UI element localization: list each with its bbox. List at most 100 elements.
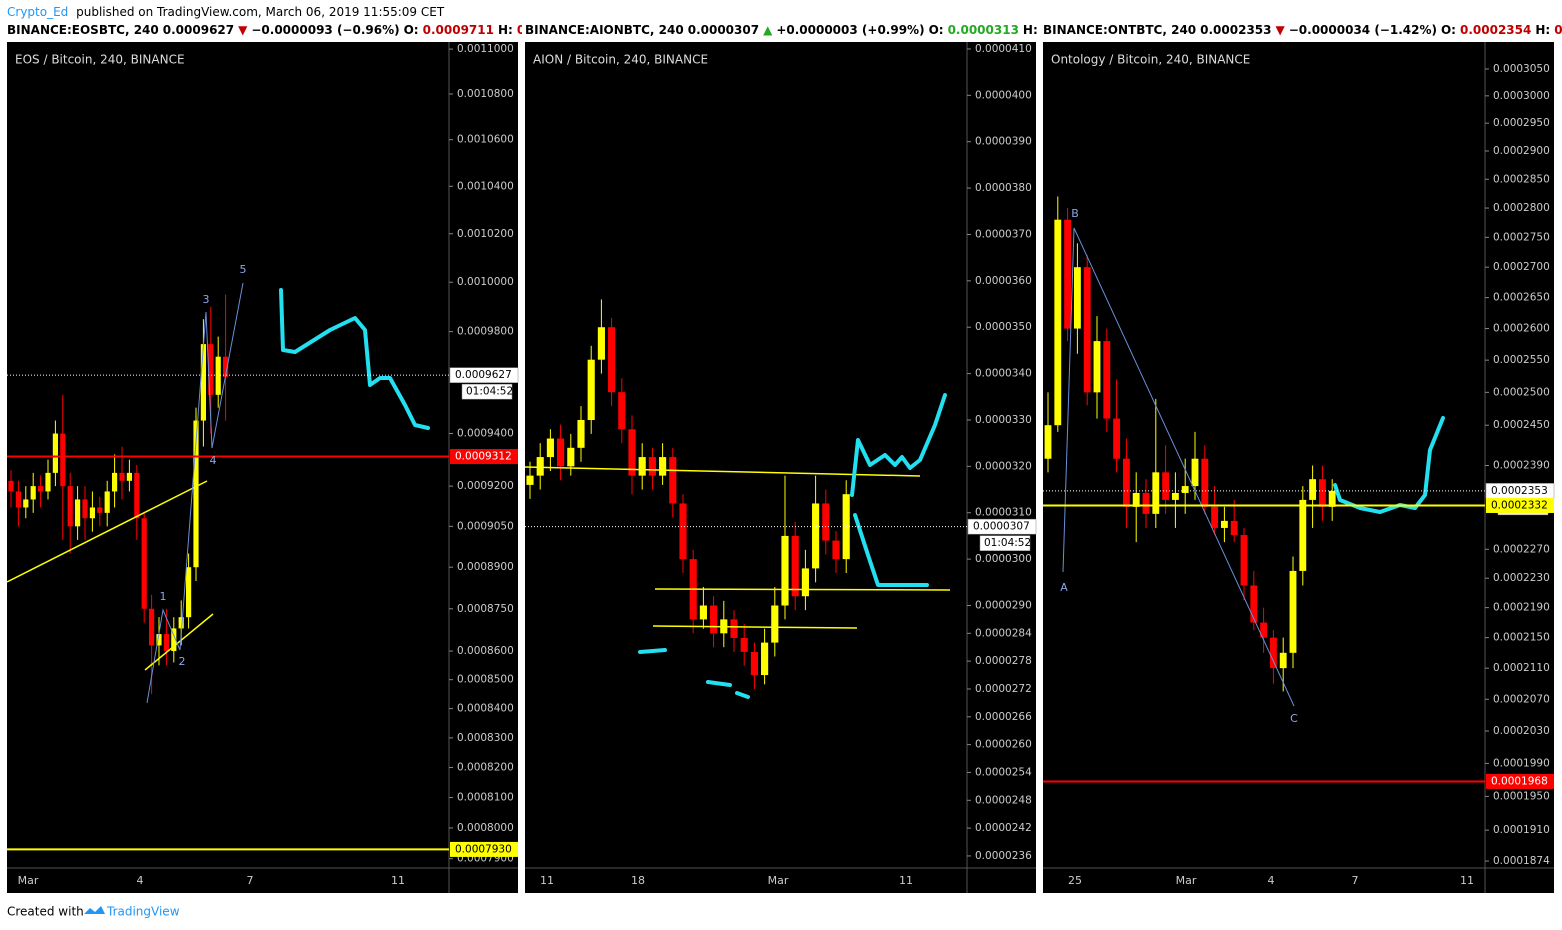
symbol-field: 0.0002354 xyxy=(1460,23,1531,37)
y-tick-label: 0.0000254 xyxy=(975,766,1032,778)
panel-title: EOS / Bitcoin, 240, BINANCE xyxy=(15,53,185,67)
panel-title: Ontology / Bitcoin, 240, BINANCE xyxy=(1051,53,1250,67)
symbol-field: O: xyxy=(929,23,944,37)
symbol-field: ▼ xyxy=(1276,23,1286,37)
candle-body xyxy=(1328,490,1336,507)
candle-body xyxy=(1044,425,1052,459)
symbol-line: BINANCE:EOSBTC, 240 0.0009627 ▼ −0.0000093 … xyxy=(7,23,618,37)
wave-label: C xyxy=(1290,712,1298,725)
candle-body xyxy=(171,628,177,652)
wave-label: B xyxy=(1071,207,1079,220)
y-tick-label: 0.0001910 xyxy=(1493,824,1550,836)
candle-body xyxy=(679,503,687,560)
price-tag xyxy=(1486,773,1554,789)
y-tick-label: 0.0000236 xyxy=(975,850,1032,862)
candle-body xyxy=(67,486,73,527)
x-tick-label: 11 xyxy=(540,874,554,887)
publish-line: Crypto_Ed published on TradingView.com, … xyxy=(7,5,445,19)
candle-body xyxy=(112,472,118,492)
x-tick-label: 18 xyxy=(631,874,645,887)
candle-body xyxy=(1201,458,1209,507)
y-tick-label: 0.0008100 xyxy=(457,792,514,804)
symbol-line: BINANCE:AIONBTC, 240 0.0000307 ▲ +0.0000003… xyxy=(525,23,1138,37)
x-tick-label: 25 xyxy=(1068,874,1082,887)
wave-label: A xyxy=(1060,581,1068,594)
plot-area xyxy=(525,299,967,699)
candle-body xyxy=(710,605,718,634)
y-tick-label: 0.0002750 xyxy=(1493,231,1550,243)
candle-body xyxy=(638,457,646,476)
y-tick-label: 0.0000410 xyxy=(975,43,1032,55)
candle-body xyxy=(1269,637,1277,669)
y-tick-label: 0.0002150 xyxy=(1493,632,1550,644)
y-tick-label: 0.0002030 xyxy=(1493,725,1550,737)
candle-body xyxy=(587,359,595,420)
price-tag xyxy=(450,449,518,465)
y-tick-label: 0.0000242 xyxy=(975,822,1032,834)
y-tick-label: 0.0008200 xyxy=(457,762,514,774)
y-tick-label: 0.0008000 xyxy=(457,822,514,834)
candle-body xyxy=(141,518,147,609)
candle-body xyxy=(223,356,229,377)
wave-path xyxy=(1062,227,1295,707)
symbol-field: O: xyxy=(404,23,419,37)
x-tick-label: 7 xyxy=(1352,874,1359,887)
plot-area xyxy=(7,282,449,851)
candle-body xyxy=(577,419,585,448)
candle-body xyxy=(557,438,565,467)
candle-body xyxy=(1260,622,1268,638)
drawing xyxy=(853,513,929,587)
y-tick-label: 0.0000310 xyxy=(975,507,1032,519)
symbol-field: H: xyxy=(1023,23,1038,37)
y-tick-label: 0.0000390 xyxy=(975,136,1032,148)
y-tick-label: 0.0002110 xyxy=(1493,662,1550,674)
candle-body xyxy=(163,634,169,652)
candle-body xyxy=(1083,267,1091,393)
x-tick-label: Mar xyxy=(18,874,39,887)
y-tick-label: 0.0000400 xyxy=(975,89,1032,101)
y-tick-label: 0.0002070 xyxy=(1493,693,1550,705)
candle-body xyxy=(45,472,51,492)
candle-body xyxy=(1181,486,1189,493)
price-tag-label: 0.0002332 xyxy=(1491,499,1548,511)
drawing xyxy=(279,288,430,430)
candle-body xyxy=(1162,472,1170,500)
x-tick-label: 11 xyxy=(1460,874,1474,887)
symbol-field: BINANCE:ONTBTC, 240 xyxy=(1043,23,1196,37)
candle-body xyxy=(208,344,214,395)
candle-body xyxy=(1289,570,1297,653)
candle-body xyxy=(1132,492,1140,507)
logo xyxy=(84,906,105,914)
y-tick-label: 0.0002270 xyxy=(1493,543,1550,555)
candle-body xyxy=(1122,458,1130,507)
y-tick-label: 0.0000340 xyxy=(975,368,1032,380)
y-tick-label: 0.0010200 xyxy=(457,228,514,240)
candle-body xyxy=(1230,520,1238,536)
author-link[interactable]: Crypto_Ed xyxy=(7,5,68,19)
candle-body xyxy=(618,392,626,430)
y-tick-label: 0.0000350 xyxy=(975,321,1032,333)
y-tick-label: 0.0010600 xyxy=(457,134,514,146)
candle-body xyxy=(1299,499,1307,571)
y-tick-label: 0.0000278 xyxy=(975,655,1032,667)
candle-body xyxy=(1103,341,1111,419)
candle-body xyxy=(156,634,162,646)
x-tick-label: Mar xyxy=(768,874,789,887)
y-tick-label: 0.0000320 xyxy=(975,460,1032,472)
y-tick-label: 0.0002550 xyxy=(1493,354,1550,366)
symbol-field: 0.0000307 xyxy=(688,23,759,37)
price-tag-label: 0.0001968 xyxy=(1491,775,1548,787)
y-tick-label: 0.0000260 xyxy=(975,739,1032,751)
symbol-field: ▲ xyxy=(763,23,773,37)
candle-body xyxy=(812,503,820,569)
candle-body xyxy=(1171,492,1179,500)
candle-body xyxy=(126,472,132,481)
countdown-box xyxy=(461,383,513,400)
y-tick-label: 0.0002900 xyxy=(1493,145,1550,157)
y-tick-label: 0.0001950 xyxy=(1493,790,1550,802)
footer-brand[interactable]: TradingView xyxy=(106,905,180,919)
price-tag xyxy=(450,841,518,857)
candle-body xyxy=(1250,585,1258,623)
y-tick-label: 0.0002450 xyxy=(1493,419,1550,431)
